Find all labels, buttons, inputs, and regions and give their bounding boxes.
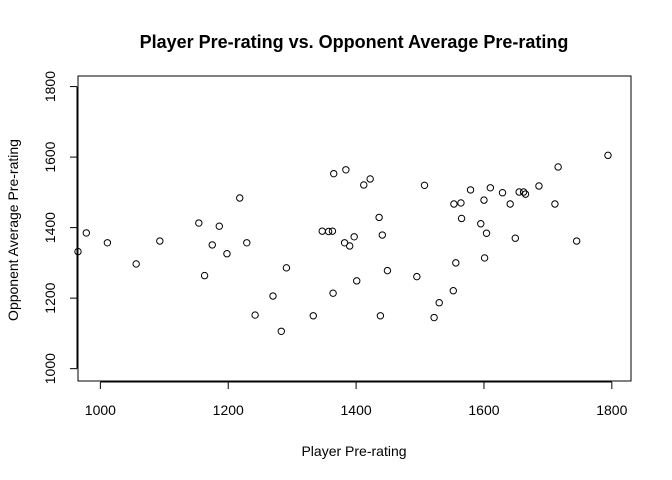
data-point <box>521 190 530 198</box>
y-tick-label: 1800 <box>42 71 58 102</box>
data-point <box>378 231 387 239</box>
data-point <box>482 229 491 237</box>
data-point <box>132 260 140 268</box>
data-point <box>330 169 338 178</box>
x-axis: 1000 1200 1400 1600 1800 <box>85 381 628 418</box>
data-point <box>328 227 337 235</box>
y-tick-label: 1600 <box>42 141 58 172</box>
data-point <box>282 264 291 272</box>
data-point <box>430 313 438 322</box>
data-point <box>223 250 231 258</box>
data-point <box>156 237 164 245</box>
data-point <box>511 234 519 242</box>
data-point <box>450 200 458 208</box>
data-point <box>208 241 216 249</box>
data-points <box>74 151 612 335</box>
data-point <box>457 214 466 223</box>
data-point <box>604 151 612 160</box>
data-point <box>318 227 326 235</box>
x-tick-label: 1800 <box>596 402 627 418</box>
data-point <box>413 272 421 281</box>
y-axis-label: Opponent Average Pre-rating <box>5 139 21 321</box>
data-point <box>498 189 507 197</box>
data-point <box>200 271 209 280</box>
data-point <box>329 289 337 297</box>
data-point <box>360 181 368 189</box>
data-point <box>251 311 259 319</box>
data-point <box>366 175 374 183</box>
x-tick-label: 1000 <box>85 402 116 418</box>
data-point <box>506 200 514 208</box>
data-point <box>350 233 358 241</box>
data-point <box>486 184 495 192</box>
data-point <box>449 287 457 295</box>
data-point <box>420 181 429 190</box>
data-point <box>82 229 91 237</box>
data-point <box>277 327 285 335</box>
data-point <box>324 227 333 236</box>
data-point <box>346 242 354 250</box>
data-point <box>74 247 82 256</box>
data-point <box>535 182 543 190</box>
data-point <box>269 292 277 300</box>
data-point <box>515 188 523 196</box>
data-point <box>554 163 562 171</box>
x-axis-label: Player Pre-rating <box>301 443 406 459</box>
y-tick-label: 1000 <box>42 353 58 384</box>
data-point <box>452 259 460 267</box>
data-point <box>342 166 350 174</box>
data-point <box>480 254 489 262</box>
data-point <box>340 239 349 247</box>
data-point <box>435 299 443 307</box>
data-point <box>466 186 475 194</box>
plot-frame <box>77 75 632 382</box>
data-point <box>551 200 559 208</box>
data-point <box>195 219 203 227</box>
data-point <box>477 220 485 228</box>
data-point <box>236 194 244 202</box>
data-point <box>383 266 392 275</box>
data-point <box>375 213 383 222</box>
data-point <box>519 188 528 196</box>
x-tick-label: 1200 <box>213 402 244 418</box>
y-tick-label: 1400 <box>42 212 58 243</box>
x-tick-label: 1600 <box>468 402 499 418</box>
y-tick-label: 1200 <box>42 282 58 313</box>
data-point <box>309 312 317 320</box>
data-point <box>457 199 465 207</box>
x-tick-label: 1400 <box>341 402 372 418</box>
data-point <box>572 237 581 245</box>
data-point <box>353 277 361 285</box>
data-point <box>215 222 223 230</box>
data-point <box>480 196 488 204</box>
y-axis: 1000 1200 1400 1600 1800 <box>42 71 78 384</box>
chart-title: Player Pre-rating vs. Opponent Average P… <box>140 32 569 52</box>
data-point <box>103 239 112 247</box>
data-point <box>376 312 385 320</box>
data-point <box>243 239 251 247</box>
